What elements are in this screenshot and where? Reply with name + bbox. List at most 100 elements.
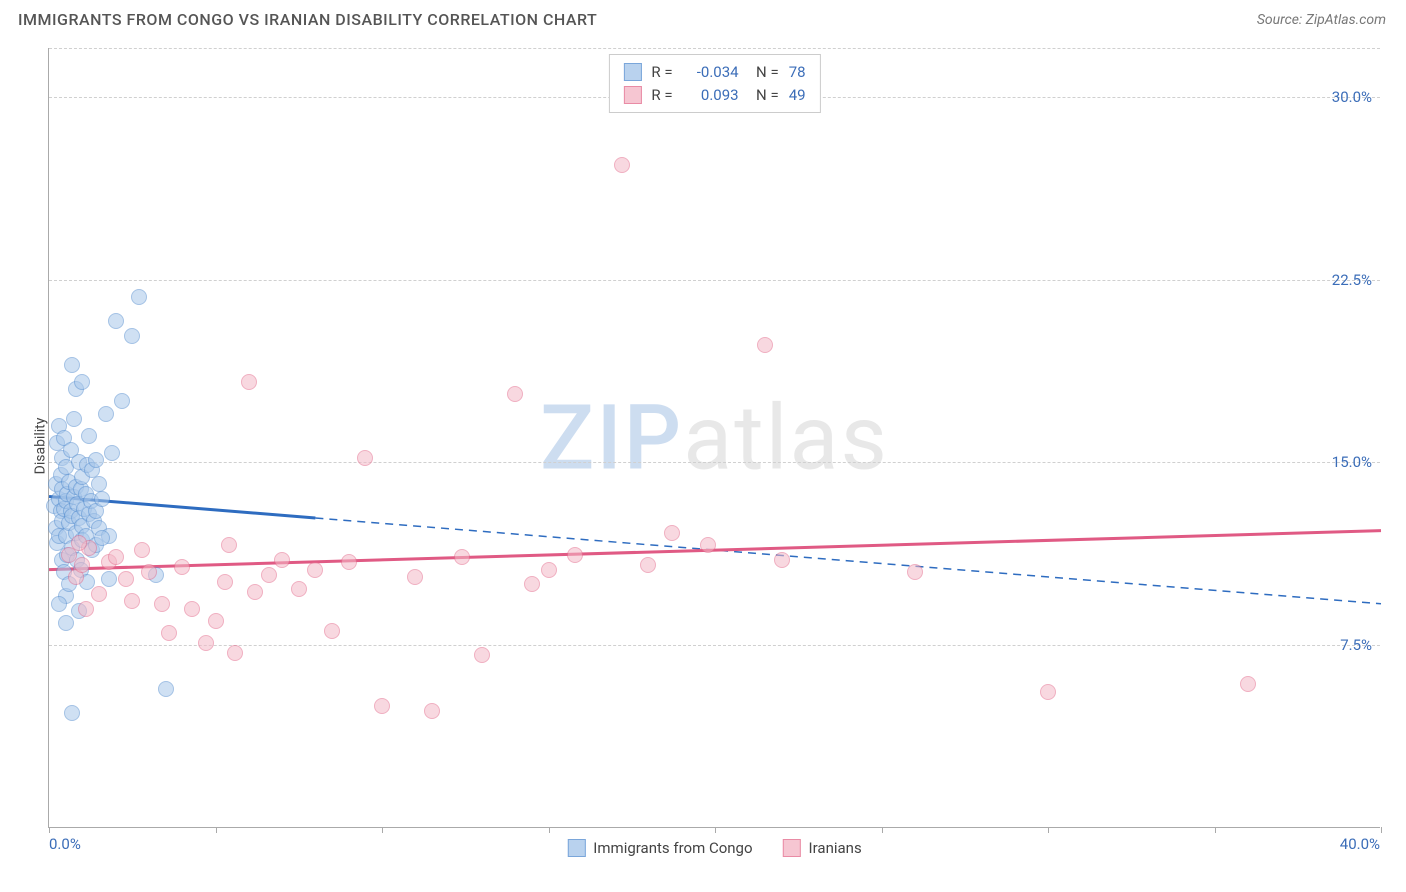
data-point [757, 337, 773, 353]
data-point [664, 525, 680, 541]
data-point [174, 559, 190, 575]
legend-n-label: N = [749, 84, 779, 107]
data-point [71, 535, 87, 551]
data-point [101, 571, 117, 587]
data-point [524, 576, 540, 592]
data-point [64, 705, 80, 721]
legend-r-label: R = [651, 61, 672, 84]
data-point [261, 567, 277, 583]
legend-stat-row: R = -0.034 N = 78 [623, 61, 805, 84]
data-point [94, 491, 110, 507]
data-point [241, 374, 257, 390]
x-tick [1215, 827, 1216, 833]
data-point [454, 549, 470, 565]
legend-n-label: N = [749, 61, 779, 84]
data-point [507, 386, 523, 402]
data-point [184, 601, 200, 617]
data-point [541, 562, 557, 578]
legend-swatch [783, 839, 801, 857]
legend-n-value: 49 [789, 84, 806, 107]
data-point [98, 406, 114, 422]
chart-frame: ZIPatlas 7.5%15.0%22.5%30.0% R = -0.034 … [48, 48, 1380, 828]
legend-swatch [623, 63, 641, 81]
data-point [88, 452, 104, 468]
data-point [1040, 684, 1056, 700]
data-point [374, 698, 390, 714]
data-point [58, 615, 74, 631]
legend-series-label: Iranians [809, 839, 862, 857]
data-point [91, 476, 107, 492]
x-tick [715, 827, 716, 833]
data-point [407, 569, 423, 585]
plot-area [49, 48, 1380, 827]
data-point [247, 584, 263, 600]
data-point [118, 571, 134, 587]
data-point [291, 581, 307, 597]
x-max-label: 40.0% [1340, 835, 1380, 853]
data-point [74, 557, 90, 573]
x-tick [882, 827, 883, 833]
y-axis-label: Disability [32, 418, 48, 475]
data-point [324, 623, 340, 639]
legend-swatch [567, 839, 585, 857]
data-point [78, 601, 94, 617]
data-point [700, 537, 716, 553]
data-point [114, 393, 130, 409]
data-point [91, 586, 107, 602]
x-tick [382, 827, 383, 833]
data-point [158, 681, 174, 697]
data-point [51, 596, 67, 612]
x-tick [1048, 827, 1049, 833]
data-point [341, 554, 357, 570]
data-point [74, 374, 90, 390]
data-point [474, 647, 490, 663]
data-point [774, 552, 790, 568]
data-point [124, 328, 140, 344]
data-point [108, 313, 124, 329]
data-point [307, 562, 323, 578]
data-point [567, 547, 583, 563]
data-point [640, 557, 656, 573]
data-point [227, 645, 243, 661]
legend-r-label: R = [651, 84, 672, 107]
data-point [424, 703, 440, 719]
legend-series-item: Iranians [783, 839, 862, 857]
data-point [208, 613, 224, 629]
data-point [217, 574, 233, 590]
chart-title: IMMIGRANTS FROM CONGO VS IRANIAN DISABIL… [18, 10, 597, 29]
data-point [81, 428, 97, 444]
data-point [161, 625, 177, 641]
data-point [131, 289, 147, 305]
data-point [104, 445, 120, 461]
x-min-label: 0.0% [49, 835, 81, 853]
data-point [614, 157, 630, 173]
legend-r-value: 0.093 [683, 84, 739, 107]
x-tick [216, 827, 217, 833]
data-point [94, 530, 110, 546]
data-point [66, 411, 82, 427]
legend-stats: R = -0.034 N = 78R = 0.093 N = 49 [608, 54, 820, 113]
source-label: Source: ZipAtlas.com [1257, 12, 1386, 28]
legend-series: Immigrants from Congo Iranians [567, 839, 861, 857]
data-point [134, 542, 150, 558]
data-point [357, 450, 373, 466]
data-point [154, 596, 170, 612]
legend-n-value: 78 [789, 61, 806, 84]
data-point [108, 549, 124, 565]
legend-stat-row: R = 0.093 N = 49 [623, 84, 805, 107]
legend-series-label: Immigrants from Congo [593, 839, 752, 857]
x-tick [49, 827, 50, 833]
legend-swatch [623, 86, 641, 104]
data-point [64, 357, 80, 373]
legend-series-item: Immigrants from Congo [567, 839, 752, 857]
x-tick [549, 827, 550, 833]
data-point [907, 564, 923, 580]
x-tick [1381, 827, 1382, 833]
data-point [124, 593, 140, 609]
data-point [198, 635, 214, 651]
legend-r-value: -0.034 [683, 61, 739, 84]
data-point [1240, 676, 1256, 692]
data-point [274, 552, 290, 568]
data-point [141, 564, 157, 580]
data-point [221, 537, 237, 553]
